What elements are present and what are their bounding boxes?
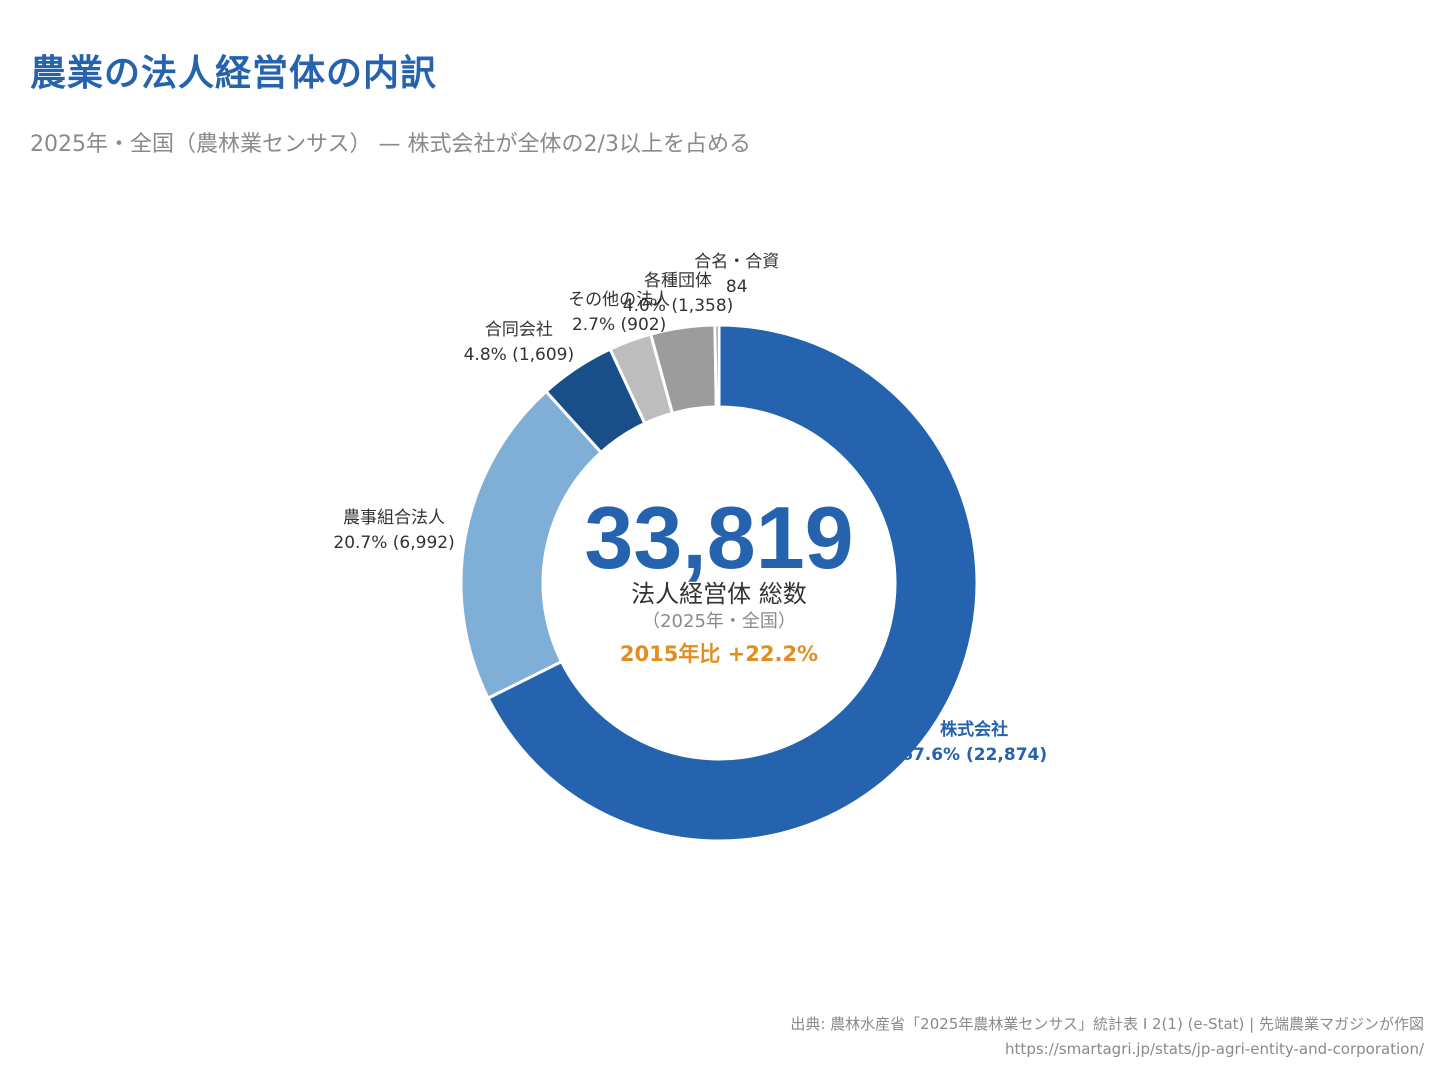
center-label: 法人経営体 総数: [631, 580, 807, 608]
slice-label-6: 合名・合資 84: [694, 252, 779, 297]
footer: 出典: 農林水産省「2025年農林業センサス」統計表 I 2(1) (e-Sta…: [790, 1012, 1424, 1062]
slice-labels: 株式会社 67.6% (22,874) 農事組合法人 20.7% (6,992) 合同会…: [333, 252, 1047, 765]
center-change: 2015年比 +22.2%: [620, 642, 818, 666]
center-total: 33,819: [584, 488, 853, 587]
slice-label-2: 農事組合法人 20.7% (6,992): [333, 508, 454, 553]
center-sublabel: （2025年・全国）: [642, 611, 796, 632]
slice-1: [486, 323, 979, 843]
slice-label-5: 各種団体 4.0% (1,358): [623, 271, 734, 316]
source-note: 出典: 農林水産省「2025年農林業センサス」統計表 I 2(1) (e-Sta…: [790, 1015, 1424, 1033]
page-subtitle: 2025年・全国（農林業センサス） — 株式会社が全体の2/3以上を占める: [30, 132, 751, 157]
slice-6: [713, 323, 721, 409]
source-url[interactable]: https://smartagri.jp/stats/jp-agri-entit…: [1005, 1040, 1424, 1058]
slice-2: [459, 389, 604, 701]
slice-label-1: 株式会社 67.6% (22,874): [901, 719, 1047, 765]
slice-label-3: 合同会社 4.8% (1,609): [464, 320, 575, 365]
slice-label-4: その他の法人 2.7% (902): [568, 290, 670, 335]
donut-slices: [459, 323, 979, 843]
page-title: 農業の法人経営体の内訳: [30, 53, 438, 94]
